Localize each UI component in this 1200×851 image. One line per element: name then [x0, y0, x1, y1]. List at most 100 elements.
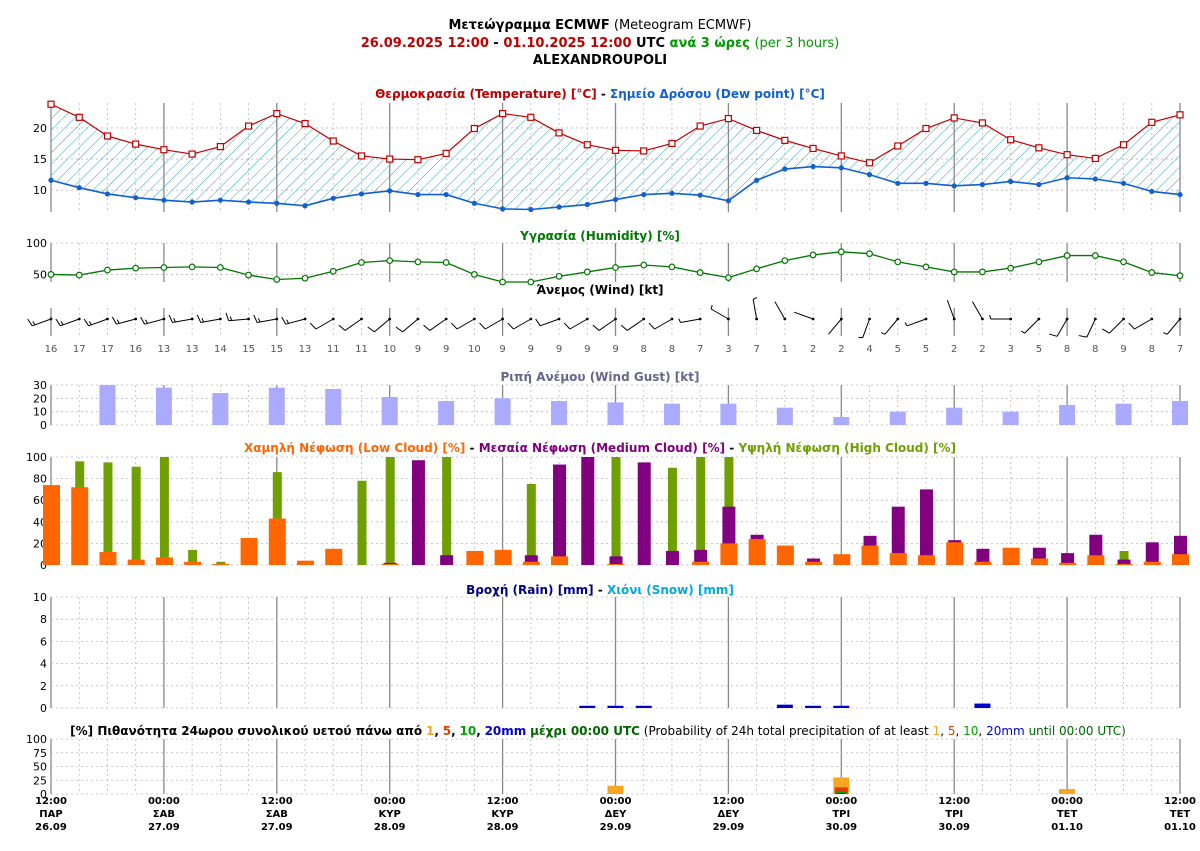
wind-barb-dot — [360, 317, 363, 321]
wind-speed-label: 1 — [782, 344, 788, 355]
wind-barb — [1056, 318, 1068, 337]
x-time-label: 12:00 — [487, 796, 519, 807]
wind-barb-flag — [710, 304, 713, 310]
temperature-title: Θερμοκρασία (Temperature) [°C] — [375, 87, 597, 101]
prob-10mm-bar — [836, 791, 847, 794]
humidity-y-tick-label: 50 — [33, 268, 47, 281]
prob-title-greek: [%] Πιθανότητα 24ωρου συνολικού υετού πά… — [70, 724, 422, 738]
wind-barb-dot — [868, 317, 871, 321]
gust-bar — [325, 389, 342, 425]
x-day-label: ΤΡΙ — [832, 809, 850, 820]
prob-en-threshold-20: 20mm — [986, 724, 1025, 738]
prob-comma-1: , — [434, 724, 439, 738]
gust-bar — [99, 385, 116, 425]
dewpoint-point — [189, 199, 195, 205]
humidity-point — [753, 265, 761, 273]
gust-bar — [551, 401, 568, 425]
prob-en-comma-1: , — [940, 724, 944, 738]
wind-speed-label: 5 — [923, 344, 929, 355]
wind-barb-flag — [880, 332, 886, 335]
wind-barb-dot — [1122, 317, 1125, 321]
humidity-point — [640, 261, 648, 269]
gust-bar — [776, 407, 793, 425]
wind-speed-label: 3 — [725, 344, 731, 355]
wind-barb-dot — [190, 317, 194, 321]
wind-speed-label: 7 — [753, 344, 759, 355]
x-date-label: 01.10 — [1164, 822, 1196, 833]
dewpoint-title: Σημείο Δρόσου (Dew point) [°C] — [610, 87, 825, 101]
wind-barb-flag — [257, 317, 261, 323]
humidity-point — [47, 271, 55, 278]
wind-barb-flag — [450, 322, 458, 330]
prob-threshold-10: 10 — [459, 724, 476, 738]
prob-until-greek: μέχρι 00:00 UTC — [530, 724, 640, 738]
x-time-label: 00:00 — [1051, 796, 1083, 807]
precip-panel-title: Βροχή (Rain) [mm] - Χιόνι (Snow) [mm] — [466, 583, 734, 597]
medium-cloud-bar — [524, 555, 538, 565]
dewpoint-point — [104, 191, 111, 197]
wind-barb-flag — [535, 318, 541, 327]
temperature-point — [640, 147, 648, 155]
low-cloud-bar — [184, 561, 202, 565]
temperature-point — [555, 129, 563, 137]
temperature-point — [1007, 136, 1015, 144]
low-cloud-bar — [551, 556, 569, 565]
humidity-point — [104, 266, 111, 274]
rain-bar — [805, 705, 822, 708]
medium-cloud-bar — [976, 548, 990, 565]
x-date-label: 27.09 — [261, 822, 293, 833]
humidity-point — [216, 264, 224, 271]
x-day-label: ΠΑΡ — [39, 809, 62, 820]
medium-cloud-bar — [891, 506, 905, 565]
temperature-point — [244, 122, 253, 130]
temperature-point — [103, 132, 112, 140]
humidity-point — [866, 250, 873, 258]
temperature-point — [301, 119, 309, 128]
dewpoint-point — [358, 191, 365, 197]
wind-speed-label: 5 — [1036, 344, 1042, 355]
wind-panel-title: Άνεμος (Wind) [kt] — [536, 283, 663, 297]
precip-y-tick-label: 0 — [40, 702, 47, 715]
wind-barb-dot — [162, 317, 166, 321]
wind-barb-flag — [201, 317, 205, 323]
low-cloud-bar — [522, 561, 540, 565]
wind-speed-label: 16 — [45, 344, 58, 355]
x-time-label: 12:00 — [261, 796, 293, 807]
wind-barb — [257, 318, 277, 323]
wind-speed-label: 8 — [1149, 344, 1155, 355]
wind-barb — [200, 318, 221, 323]
wind-barb-dot — [1150, 317, 1154, 321]
wind-barb — [60, 318, 80, 327]
prob-comma-3: , — [476, 724, 481, 738]
humidity-point — [273, 276, 281, 283]
wind-barb-dot — [642, 317, 646, 321]
prob-comma-2: , — [451, 724, 456, 738]
dewpoint-point — [302, 203, 308, 209]
probability-y-tick-label: 0 — [40, 788, 47, 801]
wind-barb-dot — [134, 317, 138, 321]
wind-barb-flag — [116, 319, 120, 324]
wind-speed-label: 8 — [669, 344, 675, 355]
wind-speed-label: 2 — [979, 344, 985, 355]
probability-panel-title: [%] Πιθανότητα 24ωρου συνολικού υετού πά… — [70, 724, 1126, 738]
x-time-label: 00:00 — [374, 796, 406, 807]
wind-barb-flag — [479, 322, 486, 330]
low-cloud-bar — [833, 554, 851, 565]
wind-barb — [429, 318, 447, 331]
dewpoint-point — [48, 177, 54, 183]
x-day-label: ΔΕΥ — [717, 809, 740, 820]
rain-bar — [833, 705, 850, 708]
wind-barb-dot — [388, 317, 392, 321]
wind-barb — [828, 318, 842, 335]
wind-barb-dot — [275, 317, 279, 321]
gust-panel-title: Ριπή Ανέμου (Wind Gust) [kt] — [501, 370, 700, 384]
wind-barb-dot — [614, 317, 617, 321]
location-name: ALEXANDROUPOLI — [532, 53, 668, 68]
prob-threshold-1: 1 — [426, 724, 434, 738]
temperature-point — [781, 136, 789, 144]
x-time-label: 12:00 — [35, 796, 67, 807]
x-date-label: 26.09 — [35, 822, 67, 833]
wind-barb-dot — [896, 317, 900, 321]
humidity-point — [696, 269, 704, 276]
